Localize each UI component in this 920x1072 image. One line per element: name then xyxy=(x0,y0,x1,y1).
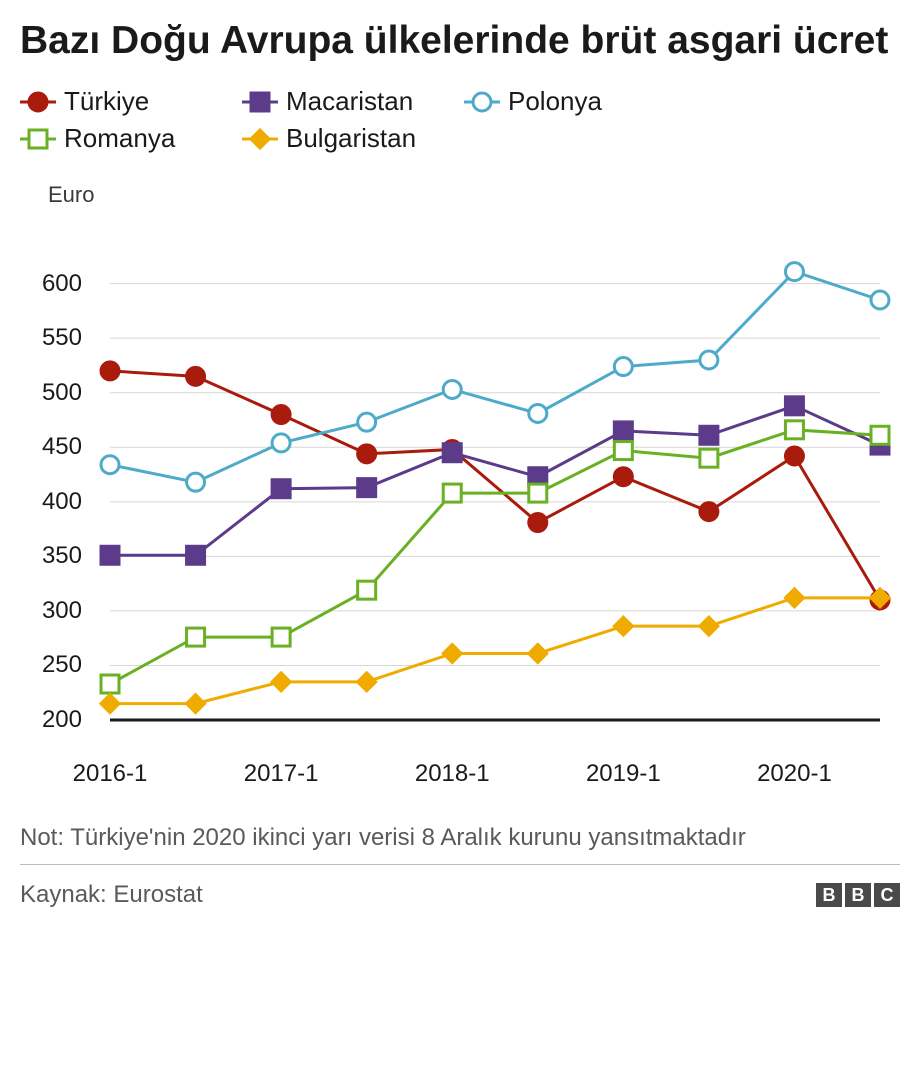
legend-item: Polonya xyxy=(464,86,664,117)
y-tick-label: 400 xyxy=(42,488,82,516)
legend-label: Bulgaristan xyxy=(286,123,416,154)
legend-marker xyxy=(464,90,500,114)
x-tick-label: 2020-1 xyxy=(757,760,832,788)
y-axis-title: Euro xyxy=(48,182,900,208)
chart-note: Not: Türkiye'nin 2020 ikinci yarı verisi… xyxy=(20,822,900,865)
legend: Türkiye Macaristan Polonya Romanya Bulgarist… xyxy=(20,86,900,160)
series-marker xyxy=(187,473,205,491)
series-marker xyxy=(272,628,290,646)
series-marker xyxy=(785,397,803,415)
legend-marker xyxy=(20,127,56,151)
series-marker xyxy=(272,406,290,424)
series-marker xyxy=(272,434,290,452)
x-tick-label: 2017-1 xyxy=(244,760,319,788)
series-line xyxy=(110,598,880,704)
source-label: Kaynak: Eurostat xyxy=(20,881,203,909)
legend-marker xyxy=(242,90,278,114)
legend-marker xyxy=(20,90,56,114)
legend-label: Polonya xyxy=(508,86,602,117)
series-marker xyxy=(101,362,119,380)
series-marker xyxy=(358,479,376,497)
legend-label: Macaristan xyxy=(286,86,413,117)
x-tick-label: 2016-1 xyxy=(73,760,148,788)
series-marker xyxy=(614,468,632,486)
series-marker xyxy=(785,263,803,281)
series-marker xyxy=(614,442,632,460)
series-marker xyxy=(871,426,889,444)
series-marker xyxy=(614,358,632,376)
legend-item: Bulgaristan xyxy=(242,123,442,154)
series-marker xyxy=(529,514,547,532)
series-marker xyxy=(529,484,547,502)
series-marker xyxy=(101,456,119,474)
bbc-logo-box: B xyxy=(845,883,871,907)
series-marker xyxy=(101,675,119,693)
series-line xyxy=(110,272,880,483)
y-tick-label: 500 xyxy=(42,379,82,407)
series-marker xyxy=(358,445,376,463)
legend-label: Türkiye xyxy=(64,86,149,117)
series-marker xyxy=(700,449,718,467)
series-marker xyxy=(358,673,376,691)
y-tick-label: 300 xyxy=(42,597,82,625)
y-tick-label: 250 xyxy=(42,651,82,679)
x-tick-label: 2019-1 xyxy=(586,760,661,788)
series-marker xyxy=(443,380,461,398)
series-marker xyxy=(529,404,547,422)
legend-item: Türkiye xyxy=(20,86,220,117)
series-marker xyxy=(187,367,205,385)
chart-area: 200 250 300 350 400 450 500 550 600 2016-1 2017-1… xyxy=(20,220,900,810)
y-tick-label: 550 xyxy=(42,324,82,352)
series-marker xyxy=(700,503,718,521)
series-marker xyxy=(272,480,290,498)
series-marker xyxy=(700,617,718,635)
x-tick-label: 2018-1 xyxy=(415,760,490,788)
series-marker xyxy=(785,421,803,439)
series-marker xyxy=(529,644,547,662)
y-tick-label: 450 xyxy=(42,433,82,461)
series-marker xyxy=(614,422,632,440)
series-marker xyxy=(700,426,718,444)
series-marker xyxy=(443,484,461,502)
series-line xyxy=(110,406,880,555)
series-marker xyxy=(700,351,718,369)
bbc-logo-box: B xyxy=(816,883,842,907)
legend-item: Romanya xyxy=(20,123,220,154)
series-line xyxy=(110,371,880,600)
bbc-logo-box: C xyxy=(874,883,900,907)
series-marker xyxy=(358,581,376,599)
y-tick-label: 600 xyxy=(42,270,82,298)
series-marker xyxy=(187,546,205,564)
series-marker xyxy=(101,695,119,713)
x-axis-labels: 2016-12017-12018-12019-12020-1 xyxy=(90,760,900,800)
series-marker xyxy=(358,413,376,431)
y-tick-label: 350 xyxy=(42,542,82,570)
series-marker xyxy=(785,447,803,465)
chart-footer: Kaynak: Eurostat BBC xyxy=(20,875,900,909)
y-axis-labels: 200 250 300 350 400 450 500 550 600 xyxy=(20,220,90,780)
chart-title: Bazı Doğu Avrupa ülkelerinde brüt asgari… xyxy=(20,18,900,64)
y-tick-label: 200 xyxy=(42,706,82,734)
bbc-logo: BBC xyxy=(816,883,900,907)
legend-item: Macaristan xyxy=(242,86,442,117)
legend-marker xyxy=(242,127,278,151)
series-marker xyxy=(614,617,632,635)
series-marker xyxy=(101,546,119,564)
series-marker xyxy=(187,695,205,713)
series-marker xyxy=(785,589,803,607)
series-marker xyxy=(443,644,461,662)
series-marker xyxy=(187,628,205,646)
series-marker xyxy=(871,291,889,309)
legend-label: Romanya xyxy=(64,123,175,154)
series-marker xyxy=(272,673,290,691)
plot-svg xyxy=(90,220,900,750)
series-marker xyxy=(443,444,461,462)
